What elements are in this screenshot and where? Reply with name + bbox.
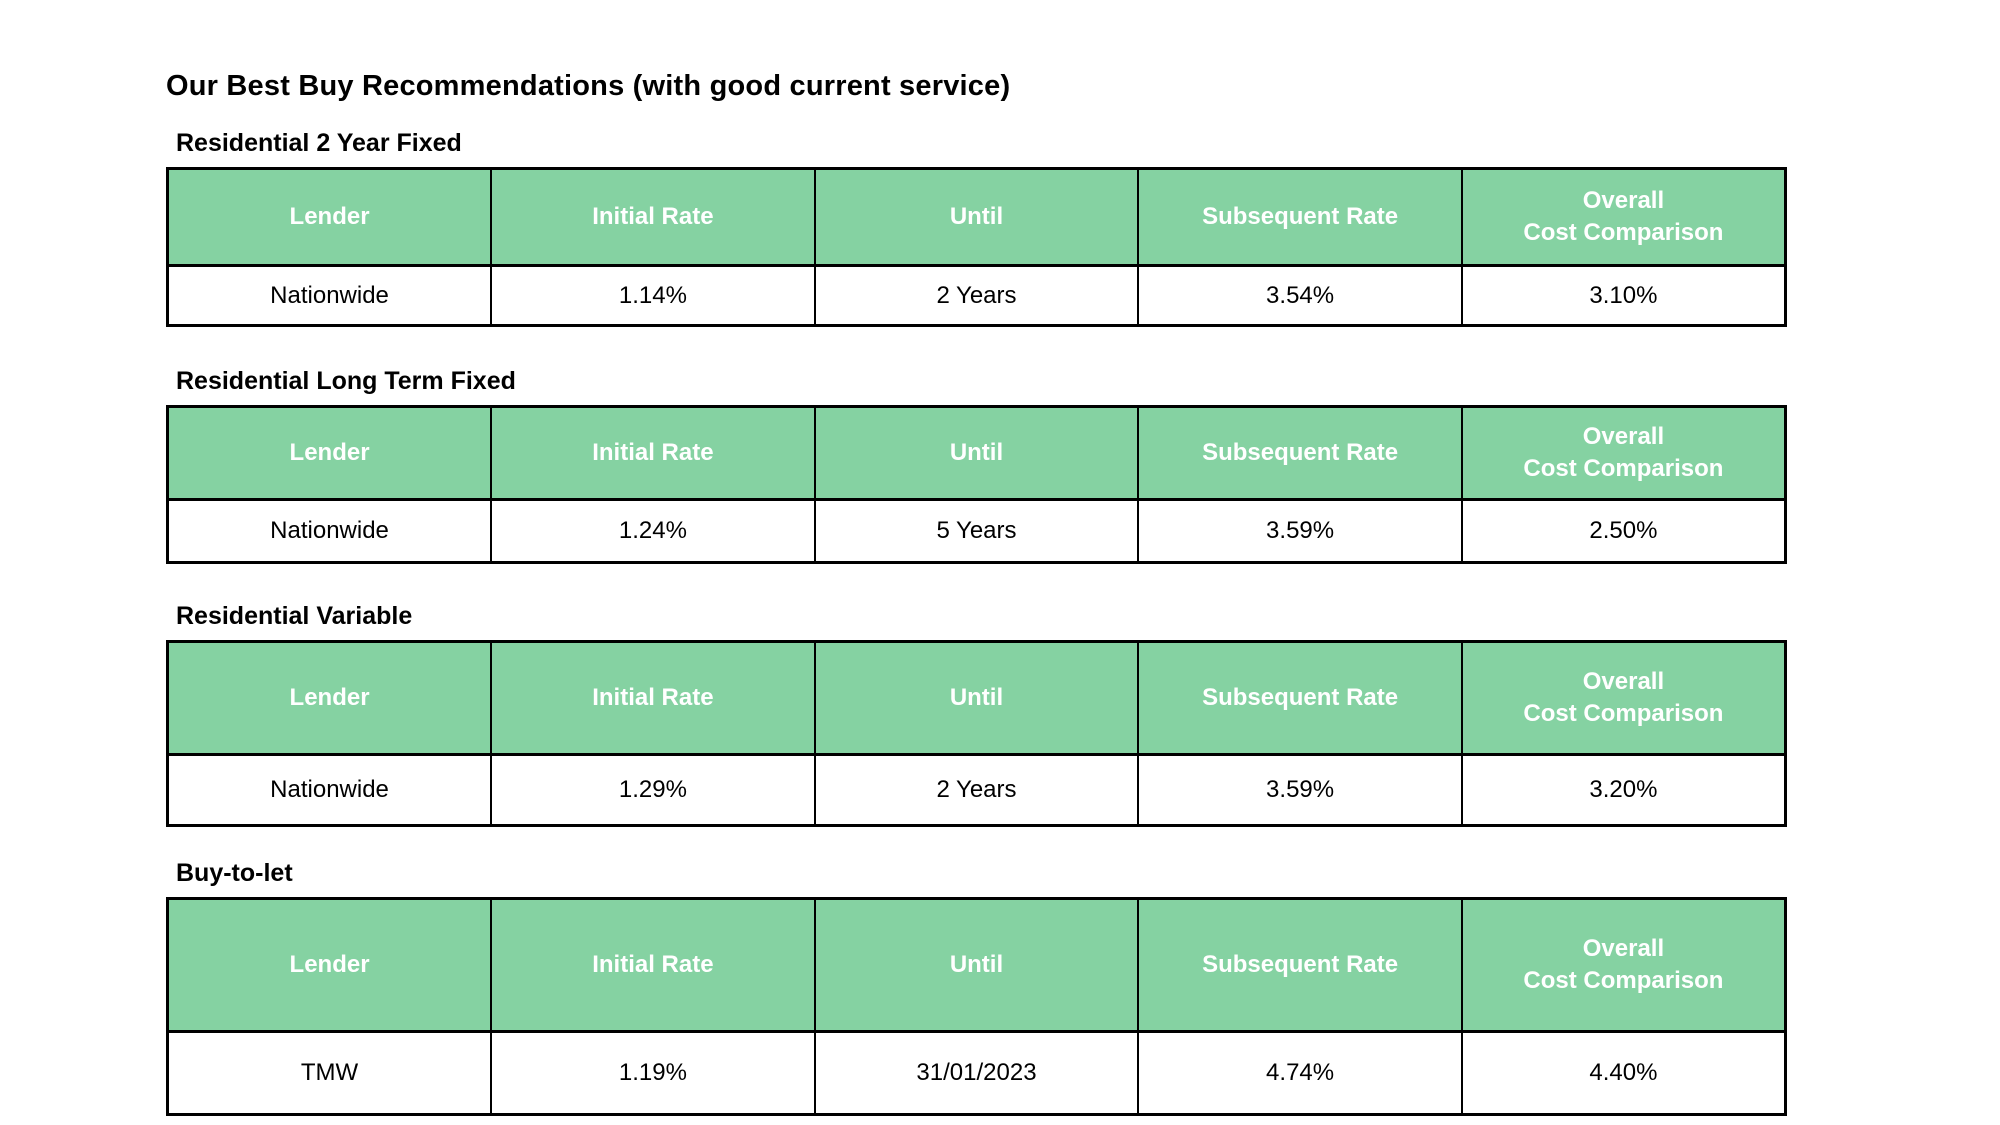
cell-subsequent-rate: 3.59% [1137, 753, 1463, 827]
column-header-overall-cost-comparison: Overall Cost Comparison [1460, 640, 1787, 756]
cell-overall-cost-comparison: 4.40% [1460, 1030, 1787, 1116]
cell-overall-cost-comparison: 3.10% [1460, 264, 1787, 327]
page-title: Our Best Buy Recommendations (with good … [166, 70, 1011, 102]
cell-overall-cost-comparison: 3.20% [1460, 753, 1787, 827]
column-header-initial-rate: Initial Rate [490, 405, 816, 501]
cell-subsequent-rate: 3.54% [1137, 264, 1463, 327]
cell-initial-rate: 1.29% [490, 753, 816, 827]
cell-subsequent-rate: 3.59% [1137, 498, 1463, 564]
column-header-lender: Lender [166, 640, 493, 756]
column-header-initial-rate: Initial Rate [490, 167, 816, 267]
cell-until: 2 Years [813, 264, 1140, 327]
column-header-initial-rate: Initial Rate [490, 640, 816, 756]
column-header-initial-rate: Initial Rate [490, 897, 816, 1033]
column-header-until: Until [813, 897, 1140, 1033]
section-heading: Buy-to-let [176, 859, 293, 887]
cell-initial-rate: 1.24% [490, 498, 816, 564]
rates-table: Lender Initial Rate Until Subsequent Rat… [166, 640, 1787, 827]
rates-table: Lender Initial Rate Until Subsequent Rat… [166, 897, 1787, 1116]
section-heading: Residential Long Term Fixed [176, 367, 516, 395]
cell-until: 2 Years [813, 753, 1140, 827]
section-residential-2-year-fixed: Residential 2 Year Fixed Lender Initial … [166, 129, 2000, 327]
header-row: Lender Initial Rate Until Subsequent Rat… [166, 405, 1787, 501]
column-header-until: Until [813, 640, 1140, 756]
cell-until: 31/01/2023 [813, 1030, 1140, 1116]
table-row: TMW 1.19% 31/01/2023 4.74% 4.40% [166, 1030, 1787, 1116]
cell-overall-cost-comparison: 2.50% [1460, 498, 1787, 564]
section-residential-variable: Residential Variable Lender Initial Rate… [166, 602, 2000, 827]
section-heading: Residential 2 Year Fixed [176, 129, 462, 157]
column-header-lender: Lender [166, 405, 493, 501]
column-header-until: Until [813, 405, 1140, 501]
column-header-overall-cost-comparison: Overall Cost Comparison [1460, 897, 1787, 1033]
header-row: Lender Initial Rate Until Subsequent Rat… [166, 897, 1787, 1033]
table-row: Nationwide 1.14% 2 Years 3.54% 3.10% [166, 264, 1787, 327]
section-heading: Residential Variable [176, 602, 413, 630]
cell-lender: Nationwide [166, 753, 493, 827]
column-header-subsequent-rate: Subsequent Rate [1137, 640, 1463, 756]
column-header-lender: Lender [166, 167, 493, 267]
header-row: Lender Initial Rate Until Subsequent Rat… [166, 640, 1787, 756]
cell-lender: Nationwide [166, 498, 493, 564]
header-row: Lender Initial Rate Until Subsequent Rat… [166, 167, 1787, 267]
column-header-subsequent-rate: Subsequent Rate [1137, 405, 1463, 501]
table-row: Nationwide 1.29% 2 Years 3.59% 3.20% [166, 753, 1787, 827]
column-header-overall-cost-comparison: Overall Cost Comparison [1460, 167, 1787, 267]
column-header-overall-cost-comparison: Overall Cost Comparison [1460, 405, 1787, 501]
column-header-until: Until [813, 167, 1140, 267]
cell-subsequent-rate: 4.74% [1137, 1030, 1463, 1116]
section-buy-to-let: Buy-to-let Lender Initial Rate Until Sub… [166, 859, 2000, 1116]
cell-initial-rate: 1.14% [490, 264, 816, 327]
rates-table: Lender Initial Rate Until Subsequent Rat… [166, 405, 1787, 564]
table-row: Nationwide 1.24% 5 Years 3.59% 2.50% [166, 498, 1787, 564]
cell-until: 5 Years [813, 498, 1140, 564]
section-residential-long-term-fixed: Residential Long Term Fixed Lender Initi… [166, 367, 2000, 564]
column-header-subsequent-rate: Subsequent Rate [1137, 167, 1463, 267]
cell-initial-rate: 1.19% [490, 1030, 816, 1116]
cell-lender: TMW [166, 1030, 493, 1116]
cell-lender: Nationwide [166, 264, 493, 327]
column-header-subsequent-rate: Subsequent Rate [1137, 897, 1463, 1033]
rates-table: Lender Initial Rate Until Subsequent Rat… [166, 167, 1787, 327]
column-header-lender: Lender [166, 897, 493, 1033]
